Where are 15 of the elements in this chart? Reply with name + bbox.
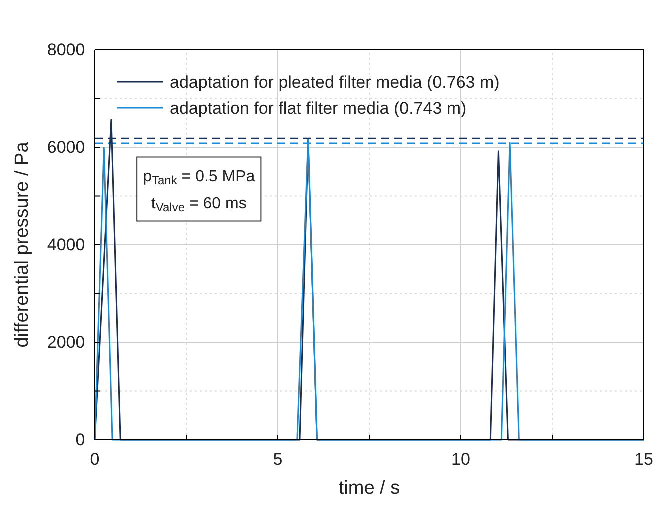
- annotation: t$_{Valve}$ = 60 ms: [151, 195, 247, 214]
- legend-label: adaptation for flat filter media (0.743 m): [170, 99, 467, 118]
- x-tick-label: 10: [452, 450, 470, 470]
- y-tick-label: 0: [76, 430, 86, 450]
- x-tick-label: 15: [634, 450, 654, 470]
- annotation: p$_{Tank}$ = 0.5 MPa: [143, 168, 256, 188]
- x-tick-label: 5: [273, 450, 283, 470]
- y-axis-title: differential pressure / Pa: [12, 142, 33, 348]
- x-tick-label: 0: [90, 450, 100, 470]
- y-tick-label: 4000: [47, 235, 86, 254]
- x-axis-title: time / s: [338, 478, 400, 499]
- legend-label: adaptation for pleated filter media (0.763 m): [170, 73, 500, 92]
- y-tick-label: 8000: [47, 40, 86, 60]
- y-tick-label: 6000: [47, 138, 86, 157]
- y-tick-label: 2000: [47, 332, 86, 352]
